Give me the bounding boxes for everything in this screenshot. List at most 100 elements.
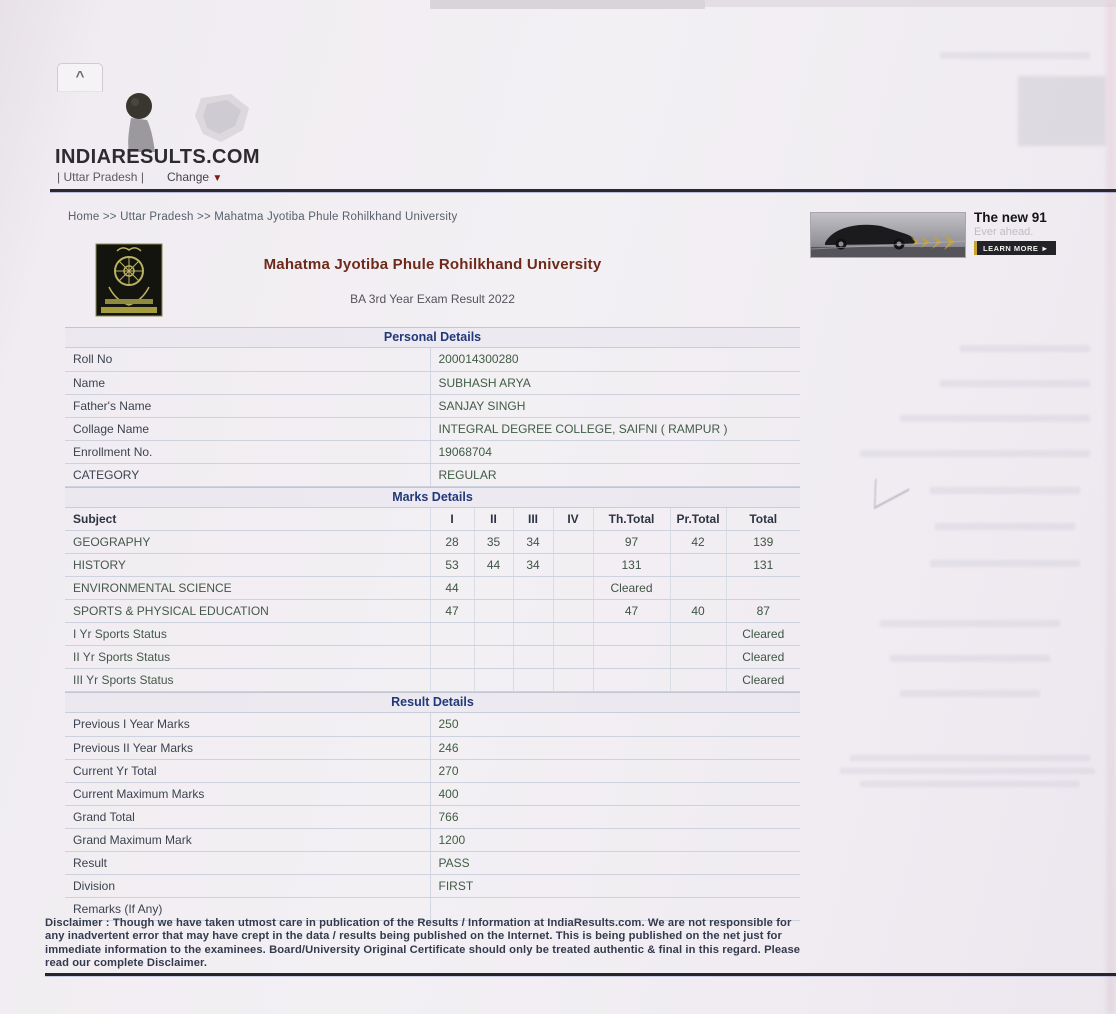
scan-bleed-line [960,345,1090,352]
car-ad-image[interactable] [810,212,966,258]
column-header: III [512,507,553,531]
ad-banner: The new 91 Ever ahead. LEARN MORE ► [810,210,1110,262]
table-row: III Yr Sports Status Cleared [65,668,800,692]
table-row: CATEGORY REGULAR [65,463,800,487]
field-label: Result [65,851,430,875]
marks-cell [473,576,513,600]
field-value [429,897,800,921]
table-row: Previous I Year Marks 250 [65,713,800,737]
marks-cell [592,622,670,646]
marks-details-table: Subject I II III IV Th.Total Pr.Total To… [65,507,800,692]
subject-cell: HISTORY [65,553,430,577]
table-row: SPORTS & PHYSICAL EDUCATION 47 47 40 87 [65,599,800,623]
personal-details-title: Personal Details [65,327,800,348]
marks-cell: 35 [473,530,513,554]
marks-cell [669,576,726,600]
marks-cell: 34 [512,553,553,577]
field-label: Remarks (If Any) [65,897,430,921]
scan-bleed-line [860,450,1090,457]
table-row: ENVIRONMENTAL SCIENCE 44 Cleared [65,576,800,600]
scan-bleed-line [890,655,1050,662]
scan-bleed-line [900,690,1040,697]
ad-learn-more-button[interactable]: LEARN MORE ► [974,241,1056,255]
marks-cell: 131 [725,553,800,577]
field-value: SUBHASH ARYA [429,371,800,395]
field-label: Division [65,874,430,898]
field-label: Grand Total [65,805,430,829]
ad-title: The new 91 [974,210,1047,225]
table-row: Division FIRST [65,874,800,898]
field-label: Enrollment No. [65,440,430,464]
marks-cell: 42 [669,530,726,554]
table-row: Grand Maximum Mark 1200 [65,828,800,852]
table-row: Previous II Year Marks 246 [65,736,800,760]
field-label: Current Yr Total [65,759,430,783]
column-header: Subject [65,507,430,531]
marks-cell [552,645,593,669]
ad-subtitle: Ever ahead. [974,226,1034,238]
marks-cell: 87 [725,599,800,623]
marks-cell: 40 [669,599,726,623]
result-details-title: Result Details [65,692,800,713]
field-label: Collage Name [65,417,430,441]
field-value: PASS [429,851,800,875]
field-value: REGULAR [429,463,800,487]
field-value: 400 [429,782,800,806]
field-label: Name [65,371,430,395]
scan-bleed-line [940,52,1090,59]
field-value: 246 [429,736,800,760]
marks-cell [512,622,553,646]
field-value: 270 [429,759,800,783]
table-row: Father's Name SANJAY SINGH [65,394,800,418]
scan-bleed-line [940,380,1090,387]
scan-bleed-line [930,560,1080,567]
field-value: 766 [429,805,800,829]
dropdown-arrow-icon: ▼ [212,173,223,184]
marks-details-title: Marks Details [65,486,800,508]
header-divider [50,189,1116,192]
marks-cell [512,576,553,600]
marks-cell [552,553,593,577]
university-name: Mahatma Jyotiba Phule Rohilkhand Univers… [263,256,602,273]
marks-cell [429,622,474,646]
field-value: 1200 [429,828,800,852]
scan-edge-strip [1106,0,1116,1014]
university-emblem [95,243,163,317]
column-header: II [473,507,513,531]
site-logo-text: INDIARESULTS.COM [55,146,260,168]
marks-cell: 97 [592,530,670,554]
field-value: FIRST [429,874,800,898]
table-row: Remarks (If Any) [65,897,800,921]
field-value: 19068704 [429,440,800,464]
scan-top-strip [430,0,705,9]
marks-cell [429,668,474,692]
marks-cell [473,645,513,669]
subject-cell: SPORTS & PHYSICAL EDUCATION [65,599,430,623]
column-header: IV [552,507,593,531]
marks-cell: 131 [592,553,670,577]
marks-cell: 53 [429,553,474,577]
field-label: Father's Name [65,394,430,418]
field-label: Grand Maximum Mark [65,828,430,852]
marks-cell [669,645,726,669]
change-region-dropdown[interactable]: Change ▼ [167,170,223,184]
table-row: GEOGRAPHY 28 35 34 97 42 139 [65,530,800,554]
marks-cell: Cleared [592,576,670,600]
marks-cell [473,599,513,623]
column-header: Pr.Total [669,507,726,531]
field-value: INTEGRAL DEGREE COLLEGE, SAIFNI ( RAMPUR… [429,417,800,441]
marks-cell [592,645,670,669]
subject-cell: GEOGRAPHY [65,530,430,554]
marks-cell: 47 [592,599,670,623]
site-logo: INDIARESULTS.COM | Uttar Pradesh | Chang… [55,88,305,188]
field-value: 200014300280 [429,348,800,372]
personal-details-table: Roll No 200014300280 Name SUBHASH ARYA Fat… [65,348,800,487]
field-label: Previous II Year Marks [65,736,430,760]
marks-cell: Cleared [725,645,800,669]
breadcrumb[interactable]: Home >> Uttar Pradesh >> Mahatma Jyotiba… [68,211,458,223]
marks-cell: 44 [473,553,513,577]
footer-divider [45,973,1116,976]
collapse-header-button[interactable]: ^ [57,63,103,92]
marks-cell [552,668,593,692]
table-row: Enrollment No. 19068704 [65,440,800,464]
